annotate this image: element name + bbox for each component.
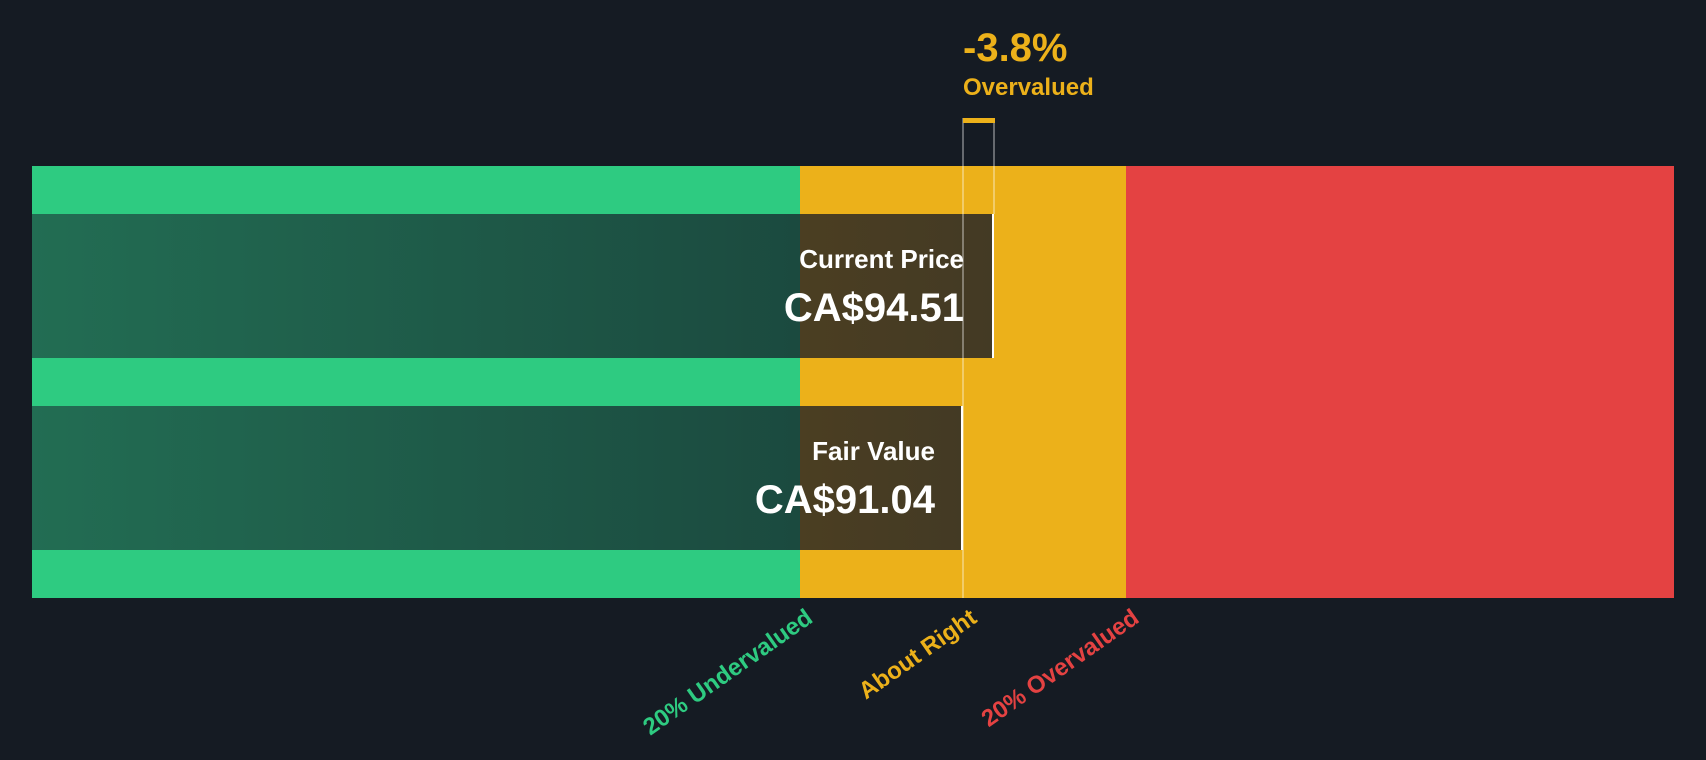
overvalued-zone <box>1126 166 1674 598</box>
fair-value-bar-edge <box>961 406 963 550</box>
fair-value-bar-green-part <box>32 406 800 550</box>
zone-label-undervalued: 20% Undervalued <box>638 604 818 741</box>
current-price-bar-edge <box>992 214 994 358</box>
current-price-value: CA$94.51 <box>783 286 964 330</box>
difference-percent: -3.8% <box>963 26 1068 70</box>
zone-label-overvalued: 20% Overvalued <box>976 604 1144 733</box>
current-price-label: Current Price <box>799 244 964 274</box>
fair-value-marker-line <box>962 118 964 598</box>
fair-value-bar: Fair Value CA$91.04 <box>32 406 963 550</box>
zone-label-about-right: About Right <box>853 604 982 705</box>
current-price-bar: Current Price CA$94.51 <box>32 214 994 358</box>
current-price-marker-line <box>993 118 995 214</box>
current-price-bar-yellow-part <box>800 214 994 358</box>
fair-value-label: Fair Value <box>812 436 935 466</box>
difference-bracket <box>963 118 995 123</box>
valuation-status: Overvalued <box>963 74 1094 101</box>
fair-value-value: CA$91.04 <box>754 478 935 522</box>
current-price-bar-green-part <box>32 214 800 358</box>
fair-value-bar-yellow-part <box>800 406 963 550</box>
